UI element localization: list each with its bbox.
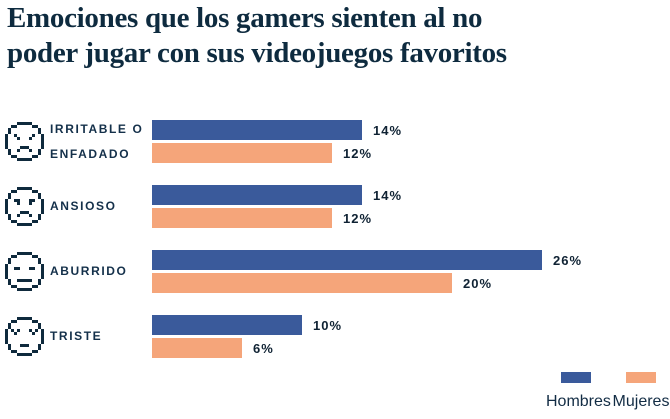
bar-group: 14% 12% <box>152 185 402 231</box>
chart-title-line2: poder jugar con sus videojuegos favorito… <box>7 37 507 69</box>
legend-item-mujeres: Mujeres <box>611 372 670 411</box>
men-bar <box>152 120 362 140</box>
women-value-label: 12% <box>343 145 373 161</box>
men-value-label: 26% <box>553 252 583 268</box>
bar-row-ansioso: ANSIOSO 14% 12% <box>0 185 670 228</box>
men-value-label: 14% <box>373 122 403 138</box>
bored-face-icon <box>5 252 44 291</box>
women-legend-swatch <box>626 372 656 383</box>
category-label-line1: ABURRIDO <box>50 264 128 278</box>
chart-title-line1: Emociones que los gamers sienten al no <box>7 2 483 34</box>
men-legend-label: Hombres <box>546 393 611 410</box>
men-bar <box>152 250 542 270</box>
bar-row-triste: TRISTE 10% 6% <box>0 315 670 358</box>
women-value-label: 6% <box>253 340 274 356</box>
legend-item-hombres: Hombres <box>546 372 611 411</box>
women-bar <box>152 208 332 228</box>
men-legend-swatch <box>561 372 591 383</box>
women-legend-label: Mujeres <box>612 393 670 410</box>
sad-face-icon <box>5 317 44 356</box>
men-value-label: 14% <box>373 187 403 203</box>
women-value-label: 20% <box>463 275 493 291</box>
bar-group: 10% 6% <box>152 315 342 361</box>
bar-group: 14% 12% <box>152 120 402 166</box>
category-label: ANSIOSO <box>50 185 150 228</box>
category-label: ABURRIDO <box>50 250 150 293</box>
women-bar <box>152 273 452 293</box>
category-label-line1: IRRITABLE O <box>50 121 144 136</box>
category-label-line2: ENFADADO <box>50 146 131 161</box>
angry-face-icon <box>5 122 44 161</box>
anxious-face-icon <box>5 187 44 226</box>
women-value-label: 12% <box>343 210 373 226</box>
bar-row-aburrido: ABURRIDO 26% 20% <box>0 250 670 293</box>
chart-title: Emociones que los gamers sienten al no p… <box>7 1 663 71</box>
bar-group: 26% 20% <box>152 250 582 296</box>
category-label: TRISTE <box>50 315 150 358</box>
women-bar <box>152 338 242 358</box>
men-value-label: 10% <box>313 317 343 333</box>
category-label-line1: ANSIOSO <box>50 199 117 213</box>
category-label-line1: TRISTE <box>50 329 103 343</box>
bar-row-irritable: IRRITABLE O ENFADADO 14% 12% <box>0 120 670 163</box>
men-bar <box>152 315 302 335</box>
women-bar <box>152 143 332 163</box>
men-bar <box>152 185 362 205</box>
category-label: IRRITABLE O ENFADADO <box>50 120 150 163</box>
